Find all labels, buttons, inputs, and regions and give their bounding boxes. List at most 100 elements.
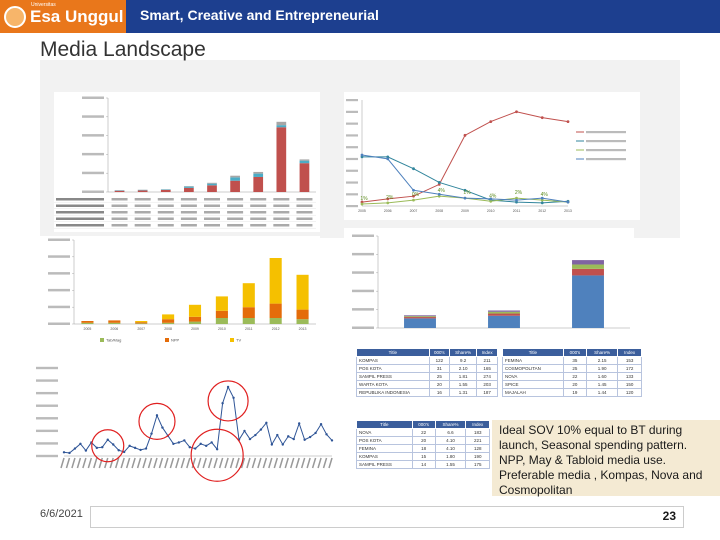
bar-segment [81,322,94,324]
x-tick-label-placeholder [306,457,311,469]
weekly-point [319,422,323,426]
table-cell: 133 [617,372,642,381]
data-label: 4% [438,188,446,194]
bar-segment [215,318,228,324]
table-cell: POS KOTA [356,364,430,373]
weekly-point [292,437,295,441]
table-cell: SAMPIL PRESS [356,372,430,381]
weekly-point [276,433,279,437]
table-cell-placeholder [157,217,174,220]
weekly-point [308,435,312,439]
bar-segment [108,320,121,323]
series-point [515,198,518,202]
table-cell: NOVA [502,372,564,381]
x-tick-label-placeholder [125,457,131,469]
table-cell: KOMPAS [356,452,413,461]
table-cell-placeholder [227,204,244,207]
table-cell: 1.81 [448,372,478,381]
y-tick-label-placeholder [346,157,358,161]
weekly-point [177,441,181,444]
weekly-point [226,385,230,389]
table-cell: 31 [428,364,450,373]
series-point [412,167,415,171]
y-tick-label-placeholder [36,366,58,370]
table-cell: KOMPAS [356,356,430,365]
bar-segment [572,264,604,269]
y-tick-label-placeholder [346,146,358,149]
weekly-point [232,396,235,399]
x-tick-label-placeholder [213,457,218,469]
bar-segment [230,180,240,192]
table-header-cell: Title [356,420,413,429]
weekly-point [183,439,186,442]
x-tick-label-placeholder [295,457,300,469]
y-tick-label-placeholder [36,391,58,395]
x-tick-label-placeholder [279,457,284,469]
table-header-cell: Index [617,348,642,357]
bar-segment [572,268,604,276]
x-tick-label-placeholder [158,457,164,469]
table-cell-placeholder [204,224,220,227]
table-panel-right: Title 000's Share% Index FEMINA 35 2.15 153 COSM… [502,348,642,410]
y-tick-label-placeholder [346,110,358,113]
y-tick-label-placeholder [48,288,70,292]
x-tick-label-placeholder [98,457,104,469]
table-cell: 175 [465,460,490,469]
weekly-point [112,443,115,446]
series-point [566,200,570,204]
table-cell: 221 [465,436,490,445]
table-row: SPICE 20 1.45 150 [502,380,642,389]
table-header-cell: 000's [428,348,450,357]
bar-segment [184,186,194,188]
table-cell: 122 [428,356,450,365]
y-tick-label-placeholder [36,404,58,407]
table-cell-placeholder [204,211,220,214]
logo[interactable]: Universitas Esa Unggul [0,0,126,33]
weekly-point [117,449,120,452]
x-tick-label-placeholder [268,457,273,469]
table-cell: 2.10 [448,364,478,373]
bar-segment [108,322,121,324]
bar-segment [488,313,520,316]
logo-text: Esa Unggul [30,7,124,26]
x-tick-label-placeholder [65,457,71,469]
series-point [515,110,518,114]
bar-segment [242,283,255,308]
bar-segment [207,182,217,184]
series-point [540,196,544,200]
table-cell: 14 [411,460,436,469]
table-cell: 183 [465,428,490,437]
x-tick-label: 2011 [513,209,521,213]
y-tick-label-placeholder [48,322,70,325]
weekly-point [139,448,142,452]
table-cell-placeholder [273,198,290,201]
y-tick-label-placeholder [48,238,70,241]
series-point [437,192,441,196]
table-row-label-placeholder [56,211,104,214]
series-point [360,155,364,159]
bar-segment [207,183,217,186]
series-point [437,181,441,184]
table-cell-placeholder [296,217,313,220]
table-cell-placeholder [296,211,313,214]
table-row: MAJALAH 19 1.44 120 [502,388,642,397]
weekly-point [205,444,208,448]
x-tick-label: 2009 [461,209,469,213]
x-tick-label-placeholder [284,457,289,469]
y-tick-label-placeholder [82,171,104,175]
bar-segment [137,190,148,192]
weekly-point [144,447,148,450]
table-cell-placeholder [111,224,128,227]
series-line [361,111,569,203]
x-tick-label-placeholder [257,457,262,469]
weekly-point [188,446,191,449]
table-cell-placeholder [296,198,313,201]
table-cell: 190 [465,452,490,461]
table-cell: 2.15 [585,356,619,365]
weekly-point [330,439,334,442]
bar-segment [230,175,240,178]
bar-segment [299,160,310,164]
x-tick-label-placeholder [93,457,98,469]
y-tick-label-placeholder [48,272,70,275]
table-cell: 1.31 [448,388,478,397]
